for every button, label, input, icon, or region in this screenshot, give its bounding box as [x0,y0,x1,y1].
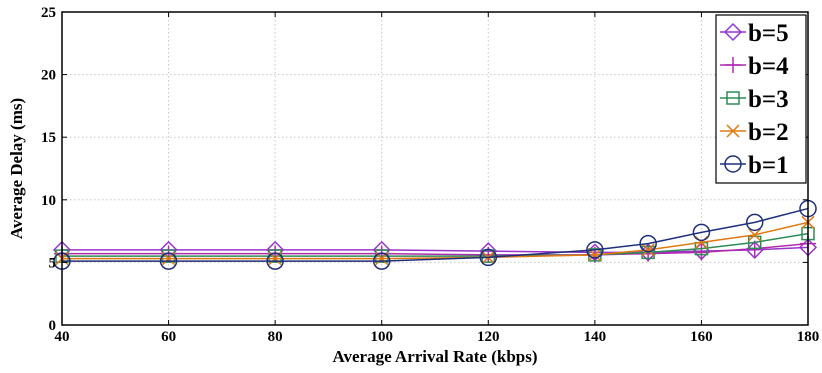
legend-label: b=5 [748,20,789,47]
legend-label: b=2 [748,119,789,146]
legend: b=5 b=4 b=3 b=2 b=1 [715,14,807,184]
legend-marker [724,155,742,173]
data-point [639,234,657,253]
y-tick-label: 10 [41,193,56,209]
legend-label: b=1 [748,152,789,179]
ticks: 40 60 80 100 120 140 160 180 0 5 10 15 20 25 [41,5,819,345]
x-axis-title: Average Arrival Rate (kbps) [332,347,537,366]
x-tick-label: 180 [797,329,820,345]
data-point [748,228,762,242]
legend-box [715,14,807,184]
legend-label: b=4 [748,53,789,80]
data-point [266,252,284,270]
data-point [372,252,391,270]
x-tick-label: 80 [268,329,283,345]
legend-marker [726,91,740,105]
series-layer [52,199,818,270]
data-point [641,243,655,257]
data-point [641,245,655,260]
legend-marker [723,22,743,42]
data-point [159,252,178,270]
x-tick-label: 160 [690,329,713,345]
legend-marker [725,57,741,73]
plot-frame [61,11,809,326]
data-point [479,248,498,267]
x-tick-label: 100 [370,329,393,345]
data-point [745,213,764,232]
y-tick-label: 15 [41,130,56,146]
series-line [62,207,809,262]
grid [61,11,809,326]
data-point [692,223,711,242]
y-axis-title: Average Delay (ms) [7,98,26,239]
y-tick-label: 20 [41,68,56,84]
data-point [694,235,708,249]
legend-label: b=3 [748,86,789,113]
x-tick-label: 60 [161,329,176,345]
x-tick-label: 140 [584,329,607,345]
data-point [586,241,604,259]
y-tick-label: 25 [41,5,56,21]
x-tick-label: 120 [477,329,500,345]
x-tick-label: 40 [55,329,70,345]
legend-marker [726,124,740,138]
series-line [62,221,809,260]
data-point [747,235,762,250]
y-tick-label: 0 [49,318,57,334]
y-tick-label: 5 [49,255,57,271]
